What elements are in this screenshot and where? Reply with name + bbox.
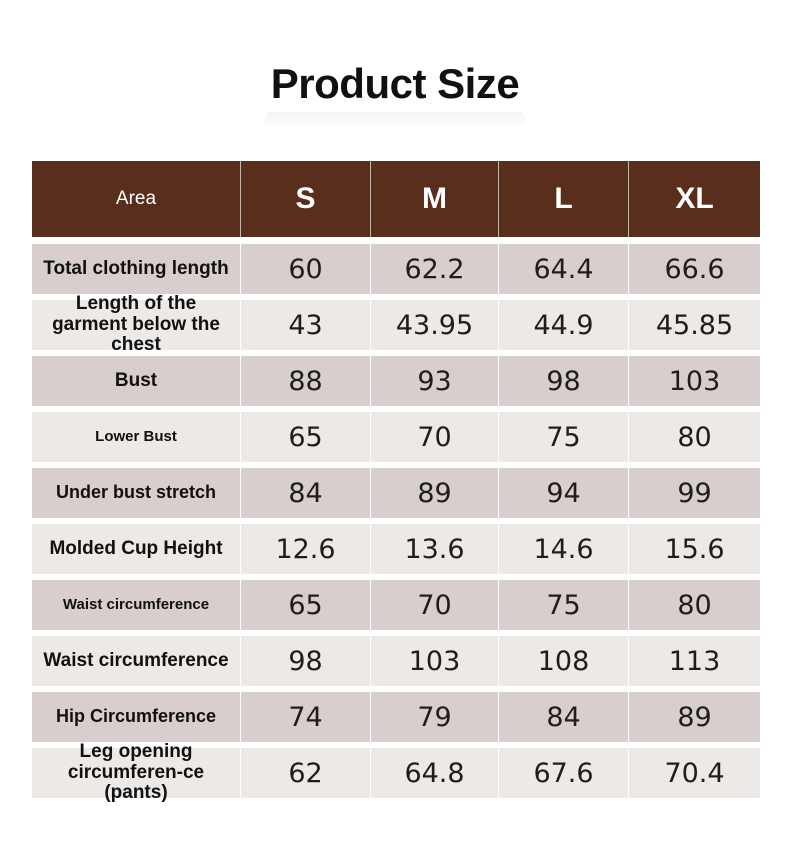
- table-cell: 99: [677, 477, 712, 509]
- table-cell: 65: [241, 412, 371, 462]
- header-size-xl: XL: [675, 182, 714, 215]
- table-row: Length of the garment below the chest 43…: [32, 293, 760, 355]
- table-cell: 80: [677, 421, 712, 453]
- table-cell: 15.6: [664, 533, 725, 565]
- table-cell: 74: [241, 692, 371, 742]
- row-label: Total clothing length: [32, 244, 241, 294]
- title-reflection: [265, 112, 525, 130]
- table-cell: 44.9: [499, 300, 629, 350]
- row-label: Hip Circumference: [32, 692, 241, 742]
- table-row: Hip Circumference 74 79 84 89: [32, 692, 760, 742]
- row-label: Bust: [32, 356, 241, 406]
- table-cell: 43.95: [371, 300, 499, 350]
- table-row: Molded Cup Height 12.6 13.6 14.6 15.6: [32, 524, 760, 574]
- table-cell: 98: [241, 636, 371, 686]
- table-cell: 93: [371, 356, 499, 406]
- row-label: Leg opening circumferen-ce (pants): [32, 741, 241, 803]
- table-cell: 70.4: [664, 757, 725, 789]
- table-cell: 13.6: [371, 524, 499, 574]
- table-cell: 94: [499, 468, 629, 518]
- table-cell: 108: [499, 636, 629, 686]
- table-cell: 70: [371, 412, 499, 462]
- table-row: Leg opening circumferen-ce (pants) 62 64…: [32, 741, 760, 803]
- table-cell: 62: [241, 748, 371, 798]
- table-cell: 80: [677, 589, 712, 621]
- row-label: Molded Cup Height: [32, 524, 241, 574]
- table-cell: 65: [241, 580, 371, 630]
- table-cell: 64.4: [499, 244, 629, 294]
- header-size-s: S: [241, 161, 371, 237]
- table-header-row: Area S M L XL: [32, 161, 760, 237]
- table-cell: 79: [371, 692, 499, 742]
- table-cell: 84: [499, 692, 629, 742]
- row-label: Lower Bust: [32, 412, 241, 462]
- table-cell: 103: [371, 636, 499, 686]
- table-cell: 62.2: [371, 244, 499, 294]
- table-row: Waist circumference 65 70 75 80: [32, 580, 760, 630]
- table-cell: 89: [371, 468, 499, 518]
- table-row: Bust 88 93 98 103: [32, 356, 760, 406]
- table-cell: 60: [241, 244, 371, 294]
- page-title: Product Size: [270, 60, 520, 107]
- header-size-m: M: [371, 161, 499, 237]
- table-row: Lower Bust 65 70 75 80: [32, 412, 760, 462]
- table-cell: 12.6: [241, 524, 371, 574]
- table-cell: 103: [668, 365, 721, 397]
- table-cell: 14.6: [499, 524, 629, 574]
- table-cell: 66.6: [664, 253, 725, 285]
- row-label: Length of the garment below the chest: [32, 293, 241, 355]
- table-row: Under bust stretch 84 89 94 99: [32, 468, 760, 518]
- row-label: Waist circumference: [32, 580, 241, 630]
- row-label: Under bust stretch: [32, 468, 241, 518]
- table-cell: 113: [668, 645, 721, 677]
- row-label: Waist circumference: [32, 636, 241, 686]
- header-area: Area: [32, 161, 241, 237]
- table-cell: 75: [499, 412, 629, 462]
- table-cell: 84: [241, 468, 371, 518]
- table-cell: 89: [677, 701, 712, 733]
- table-cell: 70: [371, 580, 499, 630]
- table-cell: 64.8: [371, 748, 499, 798]
- table-cell: 88: [241, 356, 371, 406]
- table-row: Total clothing length 60 62.2 64.4 66.6: [32, 244, 760, 294]
- size-table: Area S M L XL Total clothing length 60 6…: [32, 161, 760, 804]
- header-size-l: L: [499, 161, 629, 237]
- table-cell: 45.85: [655, 309, 734, 341]
- table-cell: 75: [499, 580, 629, 630]
- table-cell: 98: [499, 356, 629, 406]
- table-cell: 43: [241, 300, 371, 350]
- table-cell: 67.6: [499, 748, 629, 798]
- table-row: Waist circumference 98 103 108 113: [32, 636, 760, 686]
